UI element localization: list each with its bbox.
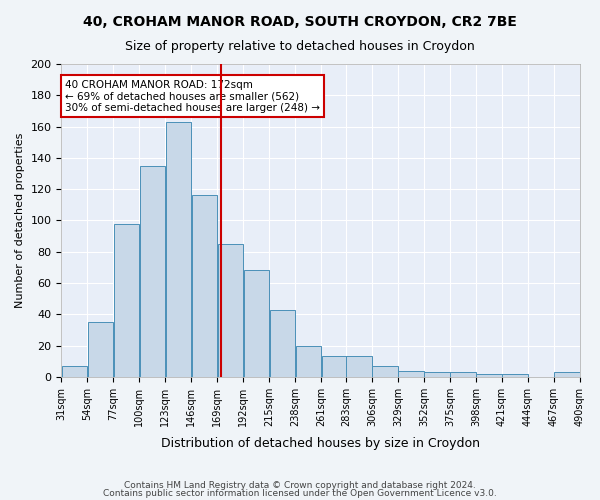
Bar: [191, 196, 217, 377]
Bar: [373, 366, 398, 377]
Text: Size of property relative to detached houses in Croydon: Size of property relative to detached ho…: [125, 40, 475, 53]
Bar: [451, 372, 476, 377]
Bar: [166, 122, 191, 377]
Bar: [296, 346, 321, 377]
Bar: [502, 374, 528, 377]
Bar: [554, 372, 580, 377]
Bar: [140, 166, 165, 377]
Bar: [346, 356, 372, 377]
Bar: [476, 374, 502, 377]
Bar: [322, 356, 347, 377]
Bar: [88, 322, 113, 377]
Bar: [269, 310, 295, 377]
Bar: [218, 244, 243, 377]
Text: 40, CROHAM MANOR ROAD, SOUTH CROYDON, CR2 7BE: 40, CROHAM MANOR ROAD, SOUTH CROYDON, CR…: [83, 15, 517, 29]
X-axis label: Distribution of detached houses by size in Croydon: Distribution of detached houses by size …: [161, 437, 480, 450]
Y-axis label: Number of detached properties: Number of detached properties: [15, 132, 25, 308]
Text: Contains HM Land Registry data © Crown copyright and database right 2024.: Contains HM Land Registry data © Crown c…: [124, 481, 476, 490]
Bar: [398, 370, 424, 377]
Bar: [62, 366, 87, 377]
Text: Contains public sector information licensed under the Open Government Licence v3: Contains public sector information licen…: [103, 488, 497, 498]
Bar: [424, 372, 450, 377]
Text: 40 CROHAM MANOR ROAD: 172sqm
← 69% of detached houses are smaller (562)
30% of s: 40 CROHAM MANOR ROAD: 172sqm ← 69% of de…: [65, 80, 320, 113]
Bar: [113, 224, 139, 377]
Bar: [244, 270, 269, 377]
